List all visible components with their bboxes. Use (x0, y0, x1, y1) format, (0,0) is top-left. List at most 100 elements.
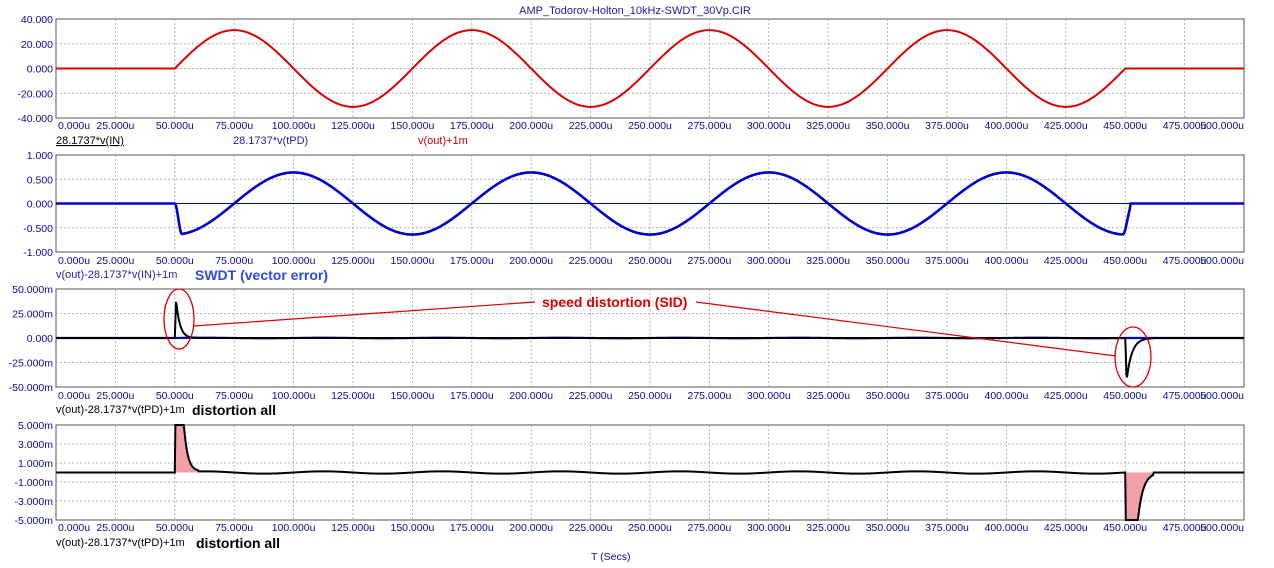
y-tick-label: 1.000m (18, 458, 53, 470)
x-tick-label: 125.000u (331, 255, 375, 267)
x-tick-label: 425.000u (1044, 255, 1088, 267)
x-tick-label: 500.000u (1200, 390, 1244, 402)
x-tick-label: 300.000u (747, 120, 791, 132)
x-tick-label: 25.000u (96, 390, 134, 402)
x-tick-label: 475.000u (1163, 255, 1207, 267)
x-tick-label: 300.000u (747, 522, 791, 534)
x-tick-label: 200.000u (509, 255, 553, 267)
x-tick-label: 450.000u (1103, 120, 1147, 132)
y-tick-label: -40.000 (17, 113, 53, 125)
x-tick-label: 425.000u (1044, 120, 1088, 132)
sid-marker-start (163, 288, 195, 350)
y-tick-label: -1.000 (23, 247, 53, 259)
x-tick-label: 500.000u (1200, 120, 1244, 132)
x-tick-label: 450.000u (1103, 255, 1147, 267)
x-tick-label: 225.000u (569, 255, 613, 267)
x-tick-label: 250.000u (628, 255, 672, 267)
panel2-legend: v(out)-28.1737*v(IN)+1m (56, 269, 177, 281)
x-tick-label: 225.000u (569, 120, 613, 132)
x-tick-label: 0.000u (58, 255, 90, 267)
y-tick-label: -20.000 (17, 88, 53, 100)
x-tick-label: 400.000u (985, 390, 1029, 402)
x-tick-label: 200.000u (509, 390, 553, 402)
x-tick-label: 425.000u (1044, 522, 1088, 534)
x-tick-label: 100.000u (272, 522, 316, 534)
x-tick-label: 75.000u (215, 390, 253, 402)
x-tick-label: 150.000u (391, 522, 435, 534)
y-tick-label: 0.000 (27, 199, 53, 211)
x-tick-label: 25.000u (96, 522, 134, 534)
x-tick-label: 275.000u (688, 390, 732, 402)
x-tick-label: 375.000u (925, 255, 969, 267)
panel1-legend-tpd: 28.1737*v(tPD) (233, 135, 308, 147)
x-tick-label: 175.000u (450, 390, 494, 402)
x-tick-label: 100.000u (272, 120, 316, 132)
x-tick-label: 150.000u (391, 390, 435, 402)
x-tick-label: 500.000u (1200, 255, 1244, 267)
x-tick-label: 25.000u (96, 255, 134, 267)
panel1-legend-out: v(out)+1m (418, 135, 468, 147)
y-tick-label: -3.000m (14, 496, 53, 508)
x-tick-label: 375.000u (925, 522, 969, 534)
x-tick-label: 450.000u (1103, 390, 1147, 402)
x-tick-label: 400.000u (985, 255, 1029, 267)
panel2-annotation: SWDT (vector error) (195, 267, 328, 283)
x-tick-label: 0.000u (58, 120, 90, 132)
y-tick-label: -1.000m (14, 477, 53, 489)
x-tick-label: 375.000u (925, 120, 969, 132)
x-tick-label: 150.000u (391, 255, 435, 267)
x-tick-label: 200.000u (509, 522, 553, 534)
x-tick-label: 75.000u (215, 255, 253, 267)
x-tick-label: 475.000u (1163, 120, 1207, 132)
sid-label: speed distortion (SID) (542, 294, 687, 310)
x-tick-label: 200.000u (509, 120, 553, 132)
sid-annotation: speed distortion (SID) (163, 288, 1152, 388)
y-tick-label: -50.000m (9, 382, 54, 394)
series-vector-error-line (56, 171, 1244, 236)
x-tick-label: 150.000u (391, 120, 435, 132)
x-tick-label: 0.000u (58, 522, 90, 534)
x-tick-label: 275.000u (688, 522, 732, 534)
y-tick-label: 0.000 (27, 64, 53, 76)
x-tick-label: 175.000u (450, 120, 494, 132)
series-distortion-clipped-line (56, 424, 1244, 521)
x-tick-label: 50.000u (156, 390, 194, 402)
x-tick-label: 50.000u (156, 522, 194, 534)
y-tick-label: 25.000m (12, 309, 53, 321)
sid-marker-end (1114, 326, 1152, 388)
x-tick-label: 375.000u (925, 390, 969, 402)
x-tick-label: 225.000u (569, 522, 613, 534)
x-axis-label: T (Secs) (591, 551, 630, 563)
x-tick-label: 325.000u (806, 120, 850, 132)
series-distortion-line (56, 301, 1244, 378)
x-tick-label: 425.000u (1044, 390, 1088, 402)
sid-pointer-right (695, 301, 1117, 357)
y-tick-label: 1.000 (27, 150, 53, 162)
panel4-legend: v(out)-28.1737*v(tPD)+1m (56, 537, 185, 549)
panel1-legend-in: 28.1737*v(IN) (56, 135, 124, 147)
panel3-annotation: distortion all (192, 402, 276, 418)
x-tick-label: 325.000u (806, 522, 850, 534)
x-tick-label: 250.000u (628, 120, 672, 132)
plot-panels: 40.000 20.000 0.000 -20.000 -40.000 0.000u 25.… (9, 14, 1245, 534)
x-tick-label: 275.000u (688, 120, 732, 132)
x-tick-label: 350.000u (866, 390, 910, 402)
x-tick-label: 75.000u (215, 522, 253, 534)
x-tick-label: 400.000u (985, 120, 1029, 132)
x-tick-label: 350.000u (866, 522, 910, 534)
x-tick-label: 325.000u (806, 390, 850, 402)
x-tick-label: 350.000u (866, 120, 910, 132)
plot-title: AMP_Todorov-Holton_10kHz-SWDT_30Vp.CIR (519, 5, 751, 17)
x-tick-label: 325.000u (806, 255, 850, 267)
y-tick-label: 0.000 (27, 333, 53, 345)
x-tick-label: 450.000u (1103, 522, 1147, 534)
x-tick-label: 25.000u (96, 120, 134, 132)
y-tick-label: 0.500 (27, 174, 53, 186)
x-tick-label: 400.000u (985, 522, 1029, 534)
x-tick-label: 350.000u (866, 255, 910, 267)
x-tick-label: 100.000u (272, 255, 316, 267)
x-tick-label: 50.000u (156, 255, 194, 267)
sid-pointer-left (193, 301, 536, 327)
x-tick-label: 475.000u (1163, 522, 1207, 534)
